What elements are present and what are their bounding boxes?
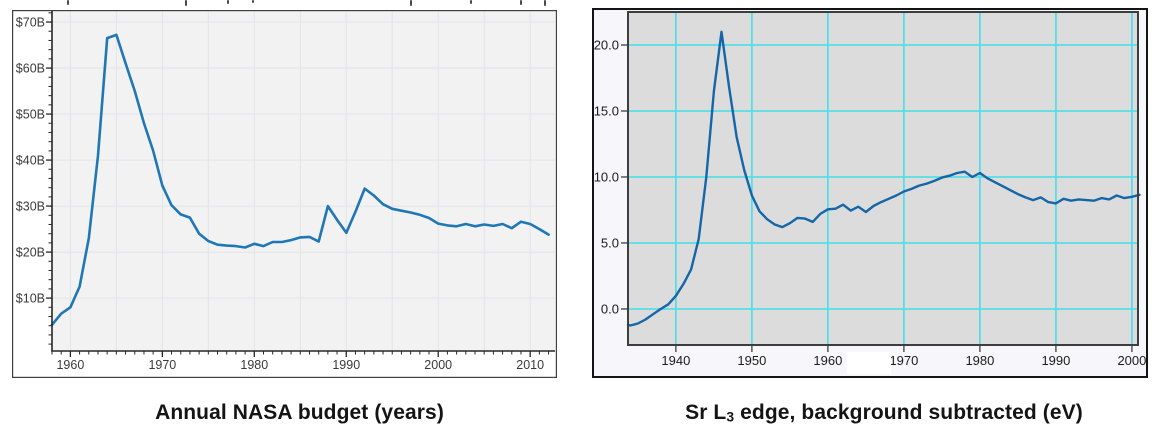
sr-caption-post: edge, background subtracted (eV): [734, 401, 1083, 424]
x-tick-label: 1970: [889, 353, 918, 368]
x-tick-label: 1990: [1041, 353, 1070, 368]
cropped-title-fragments: [0, 0, 560, 8]
panel-border: [592, 8, 1148, 378]
x-tick-label: 2000: [424, 358, 452, 372]
x-tick-label: 2010: [516, 358, 544, 372]
y-tick-label: $60B: [16, 62, 45, 76]
y-tick-label: 10.0: [594, 169, 619, 184]
nasa-budget-chart: 1960 1970 1980 1990 2000 2010 $10B $20B $30B $40B…: [12, 10, 557, 378]
y-tick-label: 15.0: [594, 103, 619, 118]
nasa-budget-figure: 1960 1970 1980 1990 2000 2010 $10B $20B $30B $40B…: [12, 10, 557, 378]
x-tick-label: 1980: [965, 353, 994, 368]
nasa-caption-text: Annual NASA budget (years): [155, 401, 444, 424]
panel-border: [12, 10, 557, 378]
sr-edge-chart: 1940 1950 1960 1970 1980 1990 2000 0.0 5.0 10.0 15…: [592, 8, 1148, 378]
plot-area: [628, 12, 1138, 345]
plot-border: [627, 11, 1139, 346]
y-tick-label: $50B: [16, 108, 45, 122]
x-tick-label: 1970: [148, 358, 176, 372]
white-patch: [847, 352, 891, 374]
x-tick-label: 1940: [661, 353, 690, 368]
x-tick-label: 1990: [332, 358, 360, 372]
y-tick-label: $20B: [16, 246, 45, 260]
sr-edge-figure: 1940 1950 1960 1970 1980 1990 2000 0.0 5.0 10.0 15…: [592, 8, 1148, 378]
sr-caption: Sr L3 edge, background subtracted (eV): [606, 401, 1157, 431]
y-tick-label: $40B: [16, 154, 45, 168]
y-tick-label: 0.0: [601, 301, 619, 316]
y-tick-label: 20.0: [594, 37, 619, 52]
y-tick-label: $10B: [16, 292, 45, 306]
y-tick-label: $70B: [16, 16, 45, 30]
sr-caption-sub: 3: [726, 408, 735, 425]
x-tick-label: 1980: [240, 358, 268, 372]
nasa-caption: Annual NASA budget (years): [27, 401, 572, 431]
sr-caption-pre: Sr L: [685, 401, 727, 424]
y-tick-label: 5.0: [601, 235, 619, 250]
x-tick-label: 2000: [1117, 353, 1146, 368]
x-tick-label: 1950: [737, 353, 766, 368]
x-tick-label: 1960: [56, 358, 84, 372]
data-line: [626, 30, 1141, 327]
x-tick-label: 1960: [813, 353, 842, 368]
plot-area: [52, 11, 555, 351]
data-line: [50, 33, 550, 327]
y-tick-label: $30B: [16, 200, 45, 214]
